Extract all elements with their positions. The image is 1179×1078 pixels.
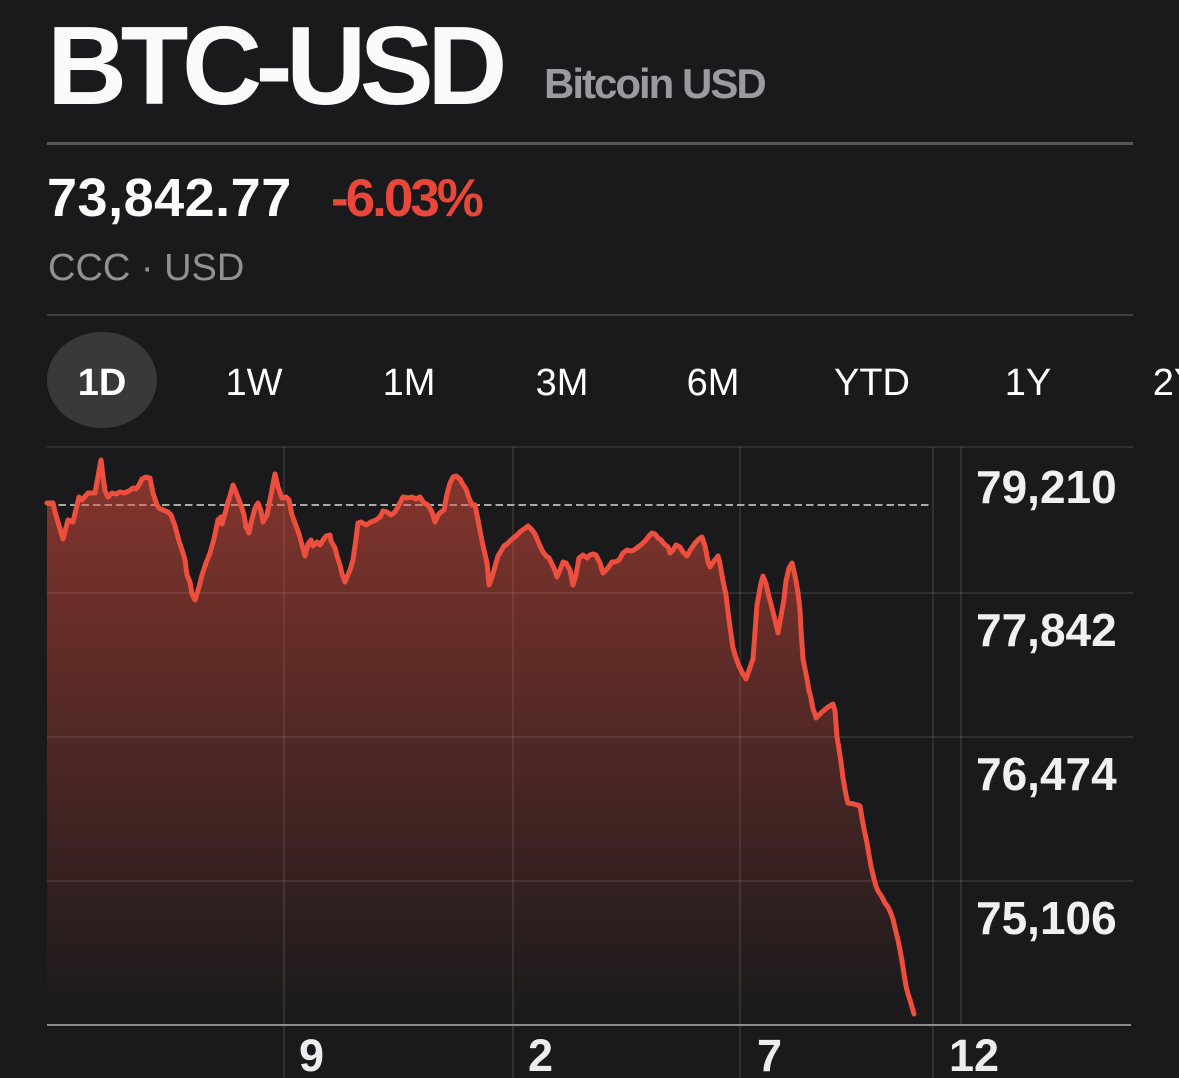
svg-text:7: 7 [757, 1030, 782, 1078]
svg-text:9: 9 [299, 1030, 324, 1078]
svg-text:12: 12 [949, 1030, 999, 1078]
svg-text:79,210: 79,210 [976, 461, 1117, 513]
svg-text:75,106: 75,106 [976, 892, 1117, 944]
svg-text:2: 2 [528, 1030, 553, 1078]
svg-text:77,842: 77,842 [976, 604, 1117, 656]
svg-text:76,474: 76,474 [976, 748, 1117, 800]
